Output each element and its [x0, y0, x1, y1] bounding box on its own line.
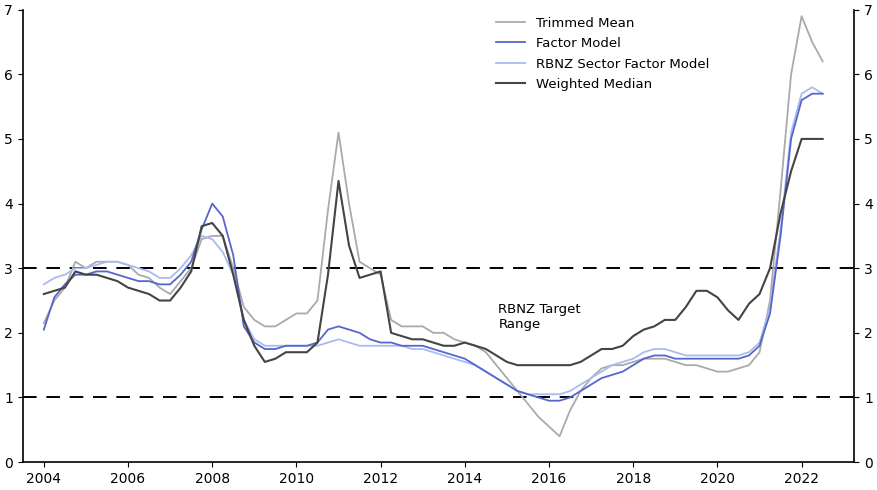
Weighted Median: [660, 317, 670, 323]
RBNZ Sector Factor Model: [638, 349, 649, 355]
Weighted Median: [512, 362, 523, 368]
RBNZ Sector Factor Model: [670, 349, 681, 355]
RBNZ Sector Factor Model: [523, 392, 533, 397]
RBNZ Sector Factor Model: [744, 349, 754, 355]
Trimmed Mean: [670, 359, 681, 365]
Weighted Median: [796, 136, 807, 142]
Factor Model: [807, 91, 817, 97]
Weighted Median: [744, 301, 754, 307]
Line: Trimmed Mean: Trimmed Mean: [44, 16, 823, 436]
Trimmed Mean: [660, 356, 670, 362]
Line: Factor Model: Factor Model: [44, 94, 823, 401]
Legend: Trimmed Mean, Factor Model, RBNZ Sector Factor Model, Weighted Median: Trimmed Mean, Factor Model, RBNZ Sector …: [491, 12, 715, 96]
RBNZ Sector Factor Model: [817, 91, 828, 97]
Factor Model: [817, 91, 828, 97]
Line: Weighted Median: Weighted Median: [44, 139, 823, 365]
Text: RBNZ Target
Range: RBNZ Target Range: [498, 303, 581, 331]
Weighted Median: [691, 288, 702, 294]
Weighted Median: [817, 136, 828, 142]
RBNZ Sector Factor Model: [39, 281, 49, 287]
Trimmed Mean: [691, 362, 702, 368]
Factor Model: [660, 352, 670, 358]
Weighted Median: [39, 291, 49, 297]
Weighted Median: [638, 327, 649, 333]
Weighted Median: [102, 275, 112, 281]
Trimmed Mean: [638, 356, 649, 362]
Trimmed Mean: [744, 362, 754, 368]
Line: RBNZ Sector Factor Model: RBNZ Sector Factor Model: [44, 87, 823, 394]
Factor Model: [670, 356, 681, 362]
Factor Model: [102, 269, 112, 274]
RBNZ Sector Factor Model: [660, 346, 670, 352]
Trimmed Mean: [796, 13, 807, 19]
Trimmed Mean: [554, 433, 565, 439]
Factor Model: [691, 356, 702, 362]
RBNZ Sector Factor Model: [691, 352, 702, 358]
Factor Model: [638, 356, 649, 362]
Factor Model: [39, 327, 49, 333]
Trimmed Mean: [817, 58, 828, 64]
Trimmed Mean: [39, 320, 49, 326]
Factor Model: [744, 352, 754, 358]
RBNZ Sector Factor Model: [807, 84, 817, 90]
RBNZ Sector Factor Model: [102, 259, 112, 265]
Trimmed Mean: [102, 259, 112, 265]
Factor Model: [544, 398, 554, 404]
Weighted Median: [670, 317, 681, 323]
